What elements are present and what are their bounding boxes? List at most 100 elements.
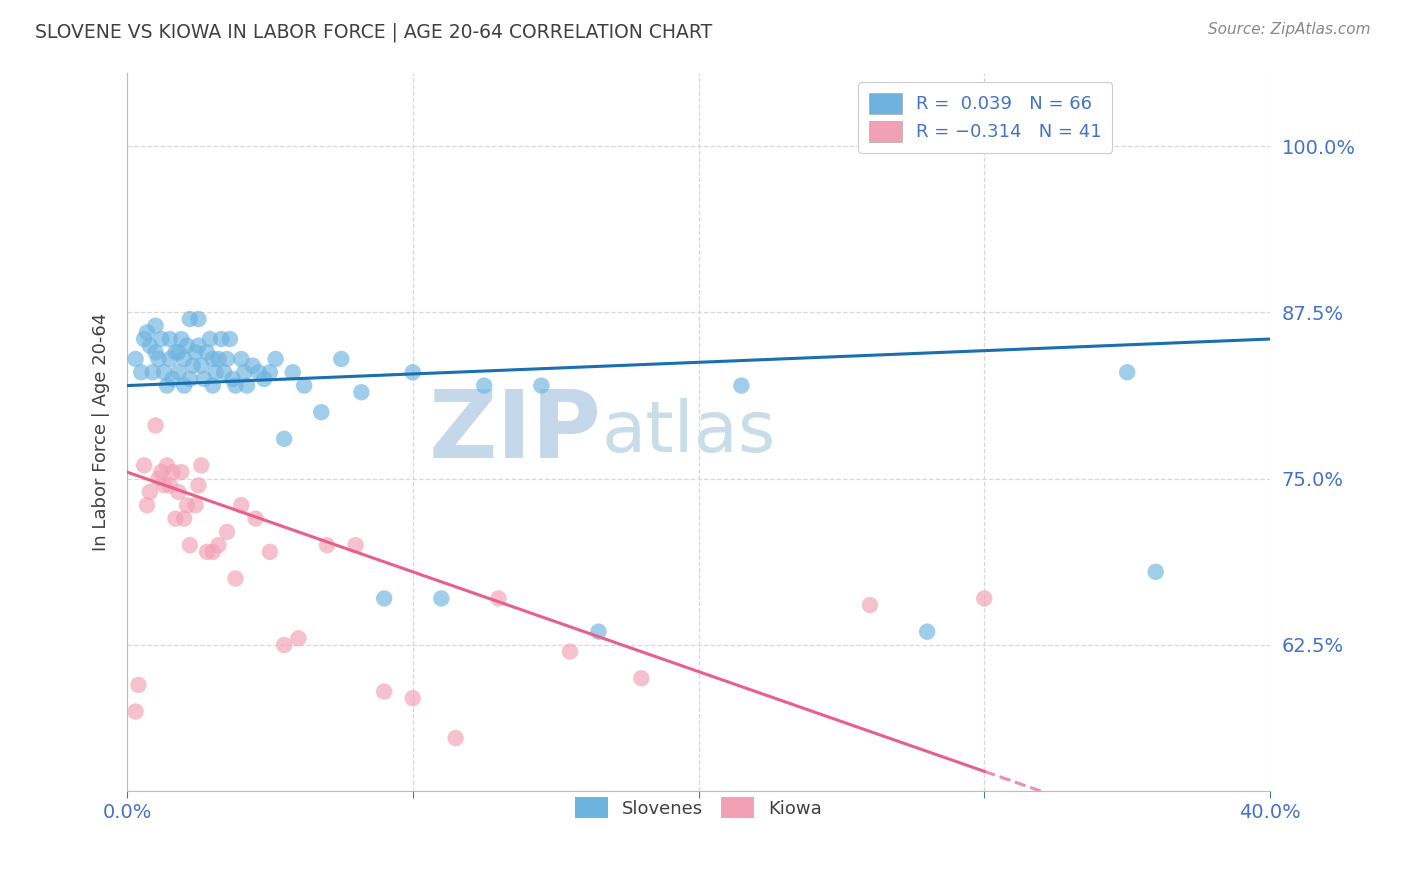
Point: [124, 705, 146, 719]
Point: [145, 318, 167, 333]
Point: [215, 351, 238, 366]
Point: [134, 458, 156, 473]
Point: [173, 378, 195, 392]
Point: [201, 545, 224, 559]
Point: [287, 632, 309, 646]
Point: [150, 332, 173, 346]
Point: [444, 731, 467, 745]
Point: [167, 365, 190, 379]
Point: [488, 591, 510, 606]
Point: [281, 365, 304, 379]
Legend: Slovenes, Kiowa: Slovenes, Kiowa: [568, 790, 830, 825]
Point: [373, 591, 395, 606]
Text: ZIP: ZIP: [429, 386, 602, 478]
Point: [973, 591, 995, 606]
Point: [209, 332, 232, 346]
Point: [350, 385, 373, 400]
Point: [184, 345, 207, 359]
Point: [179, 372, 201, 386]
Point: [1116, 365, 1139, 379]
Point: [193, 372, 215, 386]
Point: [162, 465, 184, 479]
Point: [630, 671, 652, 685]
Text: atlas: atlas: [602, 398, 776, 467]
Point: [207, 351, 229, 366]
Point: [159, 332, 181, 346]
Point: [129, 365, 152, 379]
Point: [373, 684, 395, 698]
Point: [225, 572, 247, 586]
Point: [148, 351, 170, 366]
Point: [201, 351, 224, 366]
Point: [153, 478, 176, 492]
Point: [218, 332, 240, 346]
Text: SLOVENE VS KIOWA IN LABOR FORCE | AGE 20-64 CORRELATION CHART: SLOVENE VS KIOWA IN LABOR FORCE | AGE 20…: [35, 22, 713, 42]
Point: [195, 545, 218, 559]
Point: [204, 365, 226, 379]
Point: [139, 339, 162, 353]
Point: [136, 326, 159, 340]
Point: [156, 458, 179, 473]
Point: [190, 359, 212, 373]
Point: [915, 624, 938, 639]
Point: [344, 538, 367, 552]
Point: [212, 365, 235, 379]
Text: Source: ZipAtlas.com: Source: ZipAtlas.com: [1208, 22, 1371, 37]
Point: [179, 538, 201, 552]
Point: [198, 332, 221, 346]
Point: [225, 378, 247, 392]
Point: [245, 511, 267, 525]
Y-axis label: In Labor Force | Age 20-64: In Labor Force | Age 20-64: [93, 313, 110, 551]
Point: [145, 418, 167, 433]
Point: [311, 405, 333, 419]
Point: [162, 372, 184, 386]
Point: [167, 345, 190, 359]
Point: [195, 345, 218, 359]
Point: [259, 365, 281, 379]
Point: [207, 538, 229, 552]
Point: [124, 351, 146, 366]
Point: [215, 524, 238, 539]
Point: [142, 365, 165, 379]
Point: [187, 312, 209, 326]
Point: [859, 598, 882, 612]
Point: [148, 472, 170, 486]
Point: [292, 378, 315, 392]
Point: [170, 465, 193, 479]
Point: [150, 465, 173, 479]
Point: [139, 485, 162, 500]
Point: [176, 498, 198, 512]
Point: [167, 485, 190, 500]
Point: [430, 591, 453, 606]
Point: [558, 645, 581, 659]
Point: [264, 351, 287, 366]
Point: [247, 365, 270, 379]
Point: [730, 378, 752, 392]
Point: [159, 478, 181, 492]
Point: [187, 339, 209, 353]
Point: [588, 624, 610, 639]
Point: [134, 332, 156, 346]
Point: [273, 638, 295, 652]
Point: [233, 365, 256, 379]
Point: [173, 511, 195, 525]
Point: [1144, 565, 1167, 579]
Point: [145, 345, 167, 359]
Point: [153, 365, 176, 379]
Point: [159, 351, 181, 366]
Point: [316, 538, 339, 552]
Point: [136, 498, 159, 512]
Point: [402, 691, 425, 706]
Point: [231, 351, 253, 366]
Point: [236, 378, 259, 392]
Point: [530, 378, 553, 392]
Point: [222, 372, 245, 386]
Point: [176, 339, 198, 353]
Point: [156, 378, 179, 392]
Point: [184, 498, 207, 512]
Point: [201, 378, 224, 392]
Point: [170, 332, 193, 346]
Point: [179, 312, 201, 326]
Point: [330, 351, 353, 366]
Point: [165, 511, 187, 525]
